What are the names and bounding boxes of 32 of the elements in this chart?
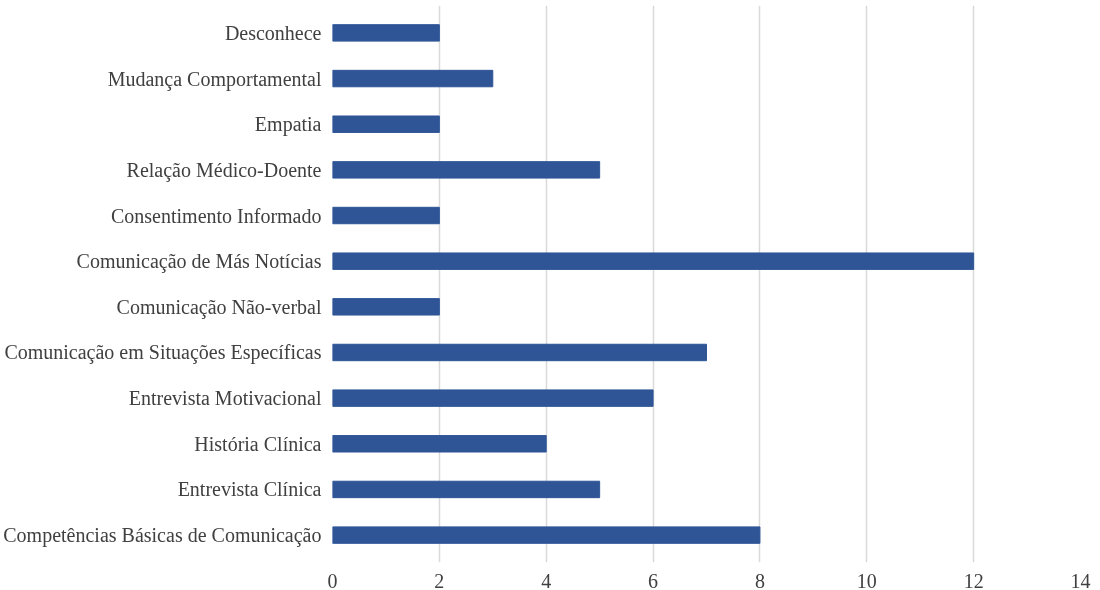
y-tick-label: Comunicação de Más Notícias: [76, 250, 322, 274]
bar: [332, 161, 601, 179]
bar: [332, 206, 440, 225]
bar: [332, 435, 547, 453]
bar: [332, 389, 654, 407]
x-tick-label: 12: [963, 569, 984, 590]
y-tick-label: Empatia: [254, 113, 322, 137]
y-tick-label: Mudança Comportamental: [107, 67, 322, 91]
bar: [332, 298, 440, 316]
y-tick-label: Entrevista Motivacional: [128, 387, 322, 410]
bar: [332, 526, 761, 544]
y-tick-label: Consentimento Informado: [110, 204, 322, 227]
y-tick-label: Comunicação em Situações Específicas: [4, 341, 322, 365]
x-tick-label: 6: [648, 569, 659, 590]
y-tick-label: Competências Básicas de Comunicação: [3, 524, 322, 548]
bar: [332, 343, 707, 362]
bar: [332, 480, 601, 499]
bar: [332, 24, 440, 42]
bar: [332, 69, 494, 88]
y-tick-label: Comunicação Não-verbal: [116, 295, 322, 319]
x-tick-label: 0: [327, 569, 338, 590]
x-tick-label: 8: [754, 569, 765, 590]
x-tick-label: 14: [1070, 569, 1091, 590]
x-tick-label: 4: [541, 569, 552, 590]
y-tick-label: Desconhece: [224, 21, 322, 44]
y-tick-label: Entrevista Clínica: [177, 478, 322, 501]
x-tick-label: 10: [856, 569, 877, 590]
y-tick-label: Relação Médico-Doente: [126, 158, 322, 182]
bar: [332, 252, 975, 270]
y-tick-label: História Clínica: [194, 432, 322, 455]
x-tick-label: 2: [434, 569, 445, 590]
bar: [332, 115, 440, 133]
